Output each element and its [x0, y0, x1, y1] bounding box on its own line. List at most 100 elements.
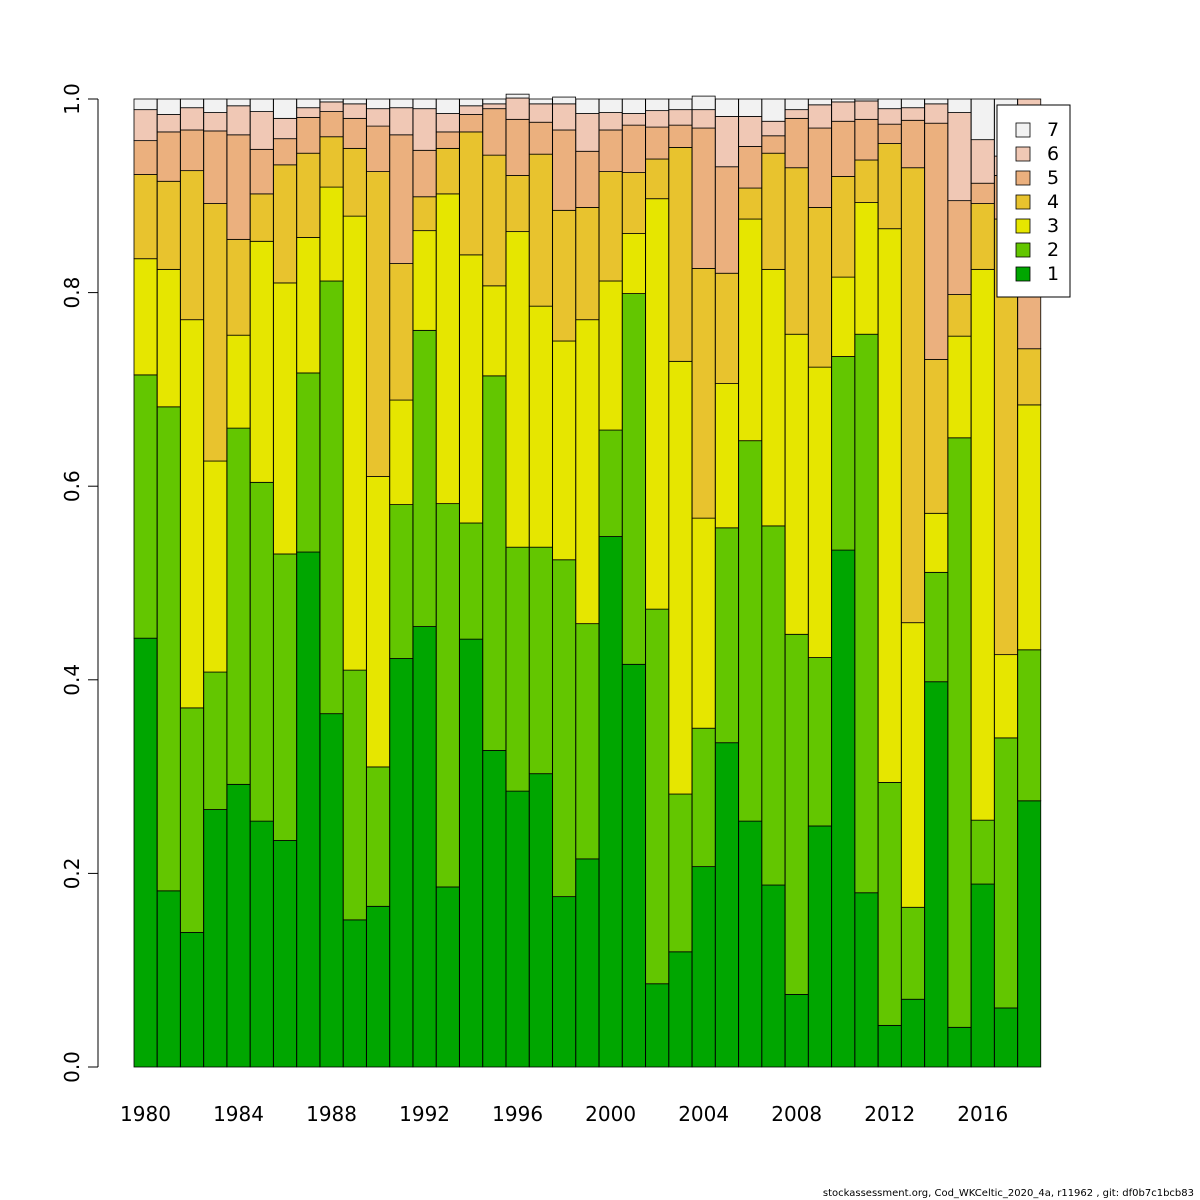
bar-1992-age-2: [412, 329, 437, 627]
bar-1993-age-3: [435, 193, 460, 505]
x-tick-label: 2012: [864, 1102, 915, 1126]
bar-1995-age-7: [482, 98, 507, 105]
bar-1981-age-7: [156, 98, 181, 115]
bar-1991-age-7: [389, 98, 414, 109]
bar-1998-age-5: [552, 129, 577, 211]
bar-1992-age-4: [412, 196, 437, 232]
bar-1982-age-5: [180, 129, 204, 172]
bar-1996-age-1: [505, 790, 530, 1068]
bar-2016-age-3: [970, 268, 995, 821]
bar-2016-age-5: [970, 182, 995, 204]
bar-2015-age-4: [947, 294, 972, 337]
bar-2004-age-6: [691, 109, 716, 129]
bar-1987-age-1: [296, 551, 321, 1068]
bar-1980-age-6: [133, 109, 158, 142]
bar-2006-age-7: [738, 98, 763, 117]
bar-2005-age-2: [715, 527, 739, 744]
y-tick-label: 1.0: [60, 83, 84, 115]
bar-2011-age-3: [854, 202, 879, 335]
bar-1988-age-3: [319, 186, 344, 282]
bar-2007-age-7: [761, 98, 786, 122]
bar-1992-age-5: [412, 149, 437, 198]
bar-1982-age-4: [180, 170, 204, 321]
bar-2006-age-5: [738, 146, 763, 189]
bar-2010-age-4: [831, 176, 856, 278]
bar-1984-age-3: [226, 334, 251, 429]
bar-1989-age-2: [342, 669, 367, 921]
bar-2014-age-2: [924, 571, 949, 683]
bar-2016-age-4: [970, 203, 995, 270]
bar-2007-age-1: [761, 884, 786, 1068]
bar-1981-age-3: [156, 268, 181, 408]
y-tick-label: 0.0: [60, 1051, 84, 1083]
bar-1989-age-6: [342, 103, 367, 119]
bar-2004-age-3: [691, 517, 716, 729]
bar-2018-age-3: [1017, 404, 1042, 651]
bar-2008-age-4: [784, 167, 809, 335]
bar-2018-age-4: [1017, 348, 1042, 406]
bar-2015-age-1: [947, 1026, 972, 1068]
bar-1980-age-2: [133, 374, 158, 639]
bar-1985-age-5: [249, 148, 274, 195]
bar-2017-age-3: [994, 654, 1018, 739]
bar-2012-age-6: [877, 108, 902, 125]
bar-1997-age-3: [528, 305, 553, 548]
bar-1999-age-1: [575, 858, 600, 1068]
bar-1997-age-5: [528, 121, 553, 155]
bar-2014-age-4: [924, 358, 949, 514]
bar-1994-age-7: [459, 98, 484, 107]
bar-2004-age-1: [691, 866, 716, 1068]
bar-1994-age-2: [459, 522, 484, 640]
legend-swatch-1: [1015, 266, 1031, 282]
bar-2001-age-4: [621, 172, 646, 234]
bar-1994-age-6: [459, 105, 484, 115]
bar-1999-age-5: [575, 150, 600, 208]
bar-2016-age-7: [970, 98, 995, 141]
bar-1988-age-5: [319, 111, 344, 138]
bar-1996-age-3: [505, 231, 530, 548]
bar-1982-age-1: [180, 932, 204, 1068]
bar-2015-age-3: [947, 335, 972, 439]
bar-1980-age-4: [133, 174, 158, 260]
bar-1994-age-1: [459, 638, 484, 1068]
bar-1990-age-1: [366, 905, 390, 1068]
bar-2016-age-2: [970, 819, 995, 885]
bar-1982-age-3: [180, 319, 204, 709]
bar-2013-age-7: [901, 98, 925, 109]
bar-1989-age-7: [342, 98, 367, 105]
bar-1982-age-2: [180, 707, 204, 933]
bar-2002-age-1: [645, 983, 670, 1068]
bar-1991-age-5: [389, 134, 414, 264]
bar-1984-age-7: [226, 98, 251, 107]
bar-1992-age-1: [412, 626, 437, 1068]
bar-1983-age-2: [203, 671, 228, 810]
bar-1998-age-6: [552, 103, 577, 131]
bar-2003-age-1: [668, 951, 693, 1068]
bar-2005-age-4: [715, 272, 739, 384]
bar-2004-age-4: [691, 267, 716, 519]
bar-2013-age-5: [901, 119, 925, 169]
bar-1990-age-7: [366, 98, 390, 110]
bar-2003-age-3: [668, 360, 693, 795]
bar-2009-age-1: [808, 825, 832, 1068]
bar-2011-age-4: [854, 159, 879, 203]
bar-2015-age-6: [947, 112, 972, 202]
bar-2000-age-5: [598, 129, 623, 172]
bar-1999-age-2: [575, 623, 600, 860]
legend-label-3: 3: [1047, 215, 1059, 237]
bar-2004-age-2: [691, 727, 716, 868]
bar-2005-age-5: [715, 166, 739, 274]
bar-1998-age-7: [552, 96, 577, 105]
bar-2000-age-7: [598, 98, 623, 113]
bar-2006-age-1: [738, 820, 763, 1068]
bar-2009-age-4: [808, 207, 832, 368]
bar-2012-age-5: [877, 123, 902, 144]
bar-1984-age-5: [226, 134, 251, 240]
bar-1997-age-6: [528, 103, 553, 123]
bar-2013-age-4: [901, 167, 925, 624]
bar-1995-age-2: [482, 375, 507, 751]
bar-1997-age-2: [528, 546, 553, 775]
bar-2014-age-3: [924, 512, 949, 573]
bar-1987-age-3: [296, 237, 321, 374]
